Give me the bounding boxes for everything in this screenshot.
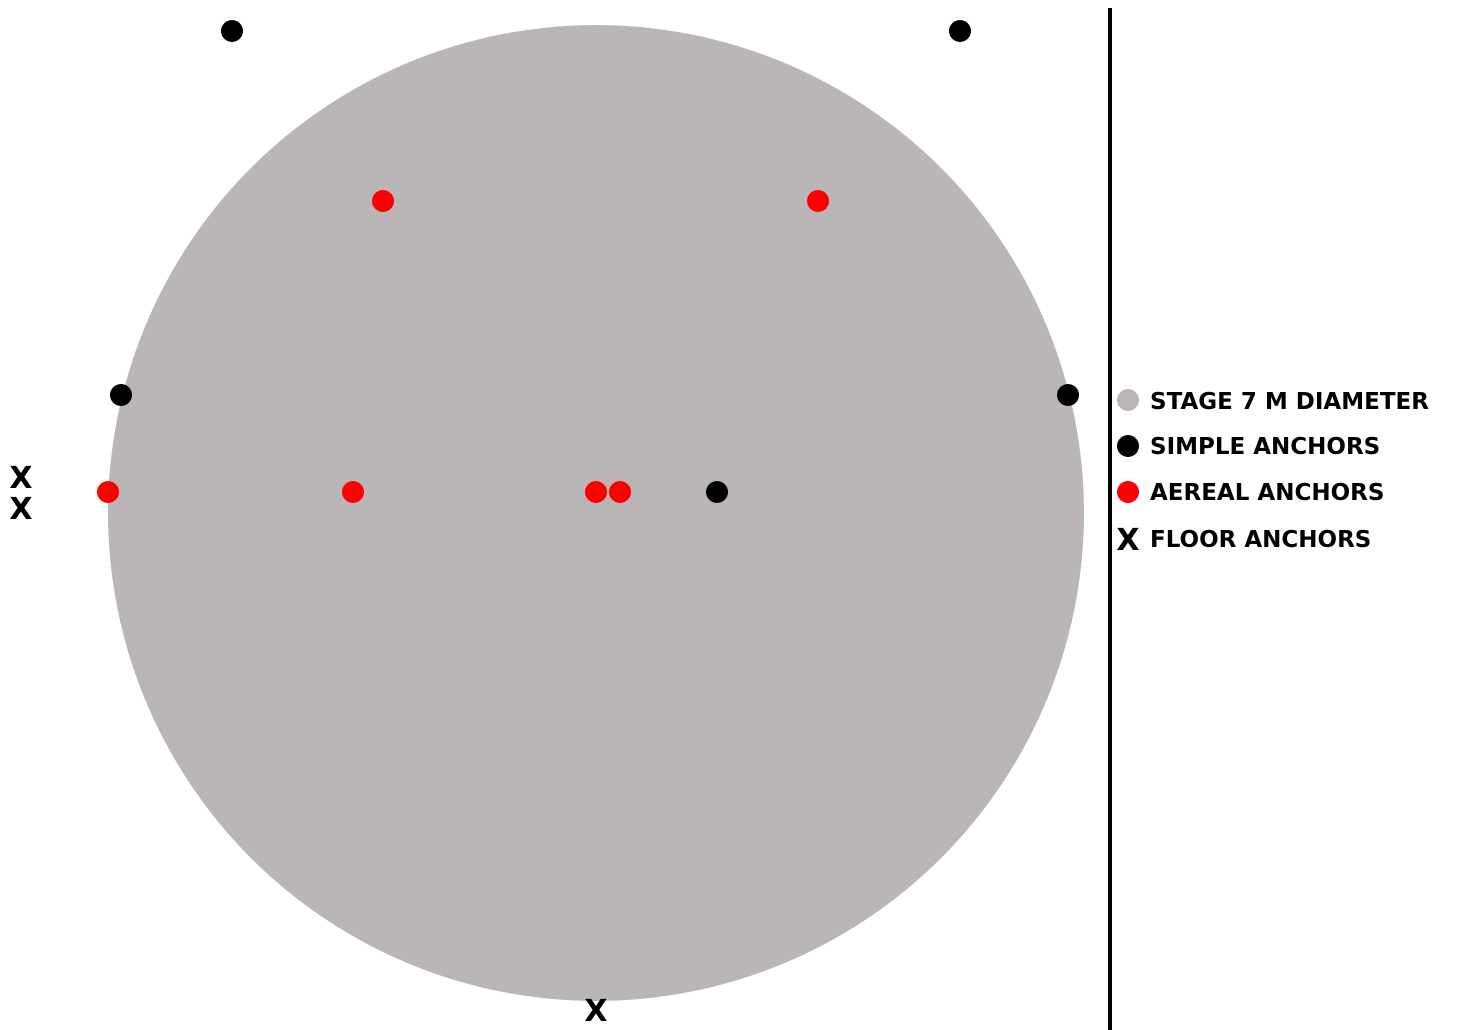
legend-stage-swatch [1117, 389, 1139, 411]
legend-stage-label: STAGE 7 M DIAMETER [1150, 389, 1429, 415]
legend-aereal-swatch [1117, 481, 1139, 503]
simple-anchor [110, 384, 132, 406]
aereal-anchor [342, 481, 364, 503]
legend-aereal-label: AEREAL ANCHORS [1150, 480, 1384, 506]
legend-simple-label: SIMPLE ANCHORS [1150, 434, 1380, 460]
legend-simple-swatch [1117, 435, 1139, 457]
aereal-anchor [97, 481, 119, 503]
simple-anchor [221, 20, 243, 42]
floor-anchor: X [9, 492, 32, 527]
simple-anchor [706, 481, 728, 503]
aereal-anchor [372, 190, 394, 212]
aereal-anchor [609, 481, 631, 503]
legend: STAGE 7 M DIAMETER SIMPLE ANCHORS AEREAL… [1116, 389, 1429, 558]
legend-floor-swatch: X [1116, 523, 1139, 558]
simple-anchors [110, 20, 1079, 503]
aereal-anchor [807, 190, 829, 212]
stage-circle [108, 25, 1084, 1001]
simple-anchor [1057, 384, 1079, 406]
floor-anchor: X [584, 994, 607, 1029]
floor-anchors: X X X [9, 461, 607, 1029]
legend-floor-label: FLOOR ANCHORS [1150, 527, 1371, 553]
aereal-anchors [97, 190, 829, 503]
simple-anchor [949, 20, 971, 42]
aereal-anchor [585, 481, 607, 503]
floor-anchor: X [9, 461, 32, 496]
